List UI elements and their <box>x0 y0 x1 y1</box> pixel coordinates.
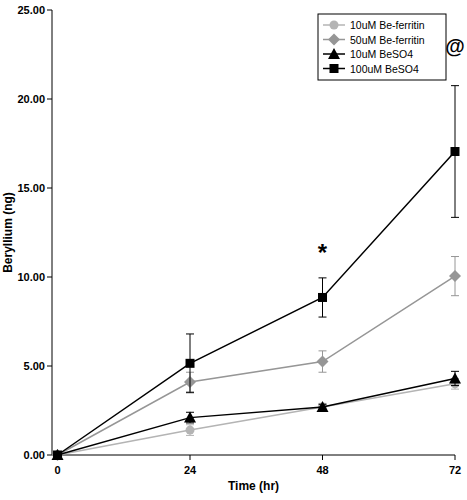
error-cap <box>319 372 327 373</box>
y-tick-label: 10.00 <box>17 271 45 283</box>
legend-label: 10uM BeSO4 <box>350 48 413 60</box>
y-tick-label: 20.00 <box>17 93 45 105</box>
y-tick-label: 0.00 <box>24 449 45 461</box>
legend-marker <box>330 21 339 30</box>
legend-marker <box>330 64 339 73</box>
y-tick <box>47 10 52 11</box>
point <box>53 451 62 460</box>
y-tick <box>47 188 52 189</box>
legend-label: 50uM Be-ferritin <box>350 34 425 46</box>
error-cap <box>451 385 459 386</box>
error-cap <box>319 317 327 318</box>
y-tick-label: 25.00 <box>17 4 45 16</box>
legend-label: 10uM Be-ferritin <box>350 19 425 31</box>
y-tick <box>47 455 52 456</box>
point <box>184 412 196 423</box>
x-tick-label: 0 <box>54 464 60 476</box>
x-tick-label: 72 <box>449 464 461 476</box>
legend-marker <box>328 48 340 59</box>
error-bar <box>451 86 459 218</box>
error-bar <box>186 425 194 436</box>
y-tick <box>47 277 52 278</box>
error-cap <box>451 371 459 372</box>
point <box>449 270 461 282</box>
plot-area <box>52 86 461 461</box>
point <box>52 449 64 460</box>
legend-box <box>318 14 446 80</box>
x-tick <box>190 455 191 460</box>
chart: 0.00 5.00 10.00 15.00 20.00 25.00 0 24 48 72 Time … <box>0 0 467 500</box>
x-tick-label: 48 <box>316 464 328 476</box>
error-cap <box>451 389 459 390</box>
error-cap <box>186 435 194 436</box>
point <box>317 401 329 412</box>
annotation: * <box>318 239 328 266</box>
error-bar <box>319 278 327 317</box>
error-cap <box>451 217 459 218</box>
y-tick <box>47 99 52 100</box>
x-axis-title: Time (hr) <box>228 479 279 493</box>
error-cap <box>319 277 327 278</box>
series-line <box>58 384 455 455</box>
legend-marker <box>328 34 340 46</box>
x-tick-label: 24 <box>184 464 197 476</box>
error-cap <box>186 392 194 393</box>
series-line <box>58 152 455 455</box>
series-line <box>58 276 455 455</box>
error-cap <box>186 424 194 425</box>
y-axis-title: Beryllium (ng) <box>1 192 15 273</box>
point <box>186 359 195 368</box>
point <box>449 372 461 383</box>
error-cap <box>451 295 459 296</box>
series-line <box>58 378 455 455</box>
point <box>52 449 64 461</box>
error-cap <box>451 85 459 86</box>
point <box>53 451 62 460</box>
annotation: @ <box>445 35 465 57</box>
y-tick <box>47 366 52 367</box>
y-axis <box>52 10 53 455</box>
error-cap <box>186 333 194 334</box>
y-tick-label: 5.00 <box>24 360 45 372</box>
error-cap <box>451 256 459 257</box>
point <box>186 426 195 435</box>
x-tick <box>455 455 456 460</box>
legend: 10uM Be-ferritin 50uM Be-ferritin 10uM BeS… <box>318 14 446 80</box>
error-cap <box>319 350 327 351</box>
x-axis <box>52 455 455 456</box>
point <box>451 147 460 156</box>
error-bar <box>186 334 194 393</box>
y-tick-label: 15.00 <box>17 182 45 194</box>
legend-label: 100uM BeSO4 <box>350 63 419 75</box>
point <box>317 356 329 368</box>
x-tick <box>322 455 323 460</box>
point <box>318 293 327 302</box>
